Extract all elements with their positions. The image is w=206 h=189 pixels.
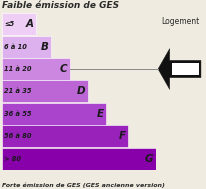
Bar	[2, 148, 156, 170]
Text: E: E	[97, 109, 104, 119]
Bar	[2, 58, 70, 80]
Text: A: A	[26, 19, 34, 29]
Text: 11 à 20: 11 à 20	[4, 66, 31, 72]
Bar	[2, 103, 107, 125]
Text: 36 à 55: 36 à 55	[4, 111, 31, 117]
Bar	[2, 36, 51, 58]
Text: Forte émission de GES (GES ancienne version): Forte émission de GES (GES ancienne vers…	[2, 183, 165, 188]
Bar	[2, 81, 88, 102]
Text: ≤5: ≤5	[4, 21, 14, 27]
Text: 6 à 10: 6 à 10	[4, 44, 27, 50]
Text: G: G	[145, 154, 153, 164]
Text: 56 à 80: 56 à 80	[4, 133, 31, 139]
Text: D: D	[77, 86, 86, 96]
Text: > 80: > 80	[4, 156, 21, 162]
Bar	[2, 13, 36, 35]
Polygon shape	[158, 49, 201, 89]
Text: Logement: Logement	[162, 17, 200, 26]
Text: B: B	[41, 42, 49, 52]
Bar	[2, 125, 128, 147]
Text: C: C	[60, 64, 67, 74]
Bar	[172, 63, 199, 75]
Text: Faible émission de GES: Faible émission de GES	[2, 1, 119, 10]
Text: F: F	[118, 131, 126, 141]
Text: 21 à 35: 21 à 35	[4, 88, 31, 94]
